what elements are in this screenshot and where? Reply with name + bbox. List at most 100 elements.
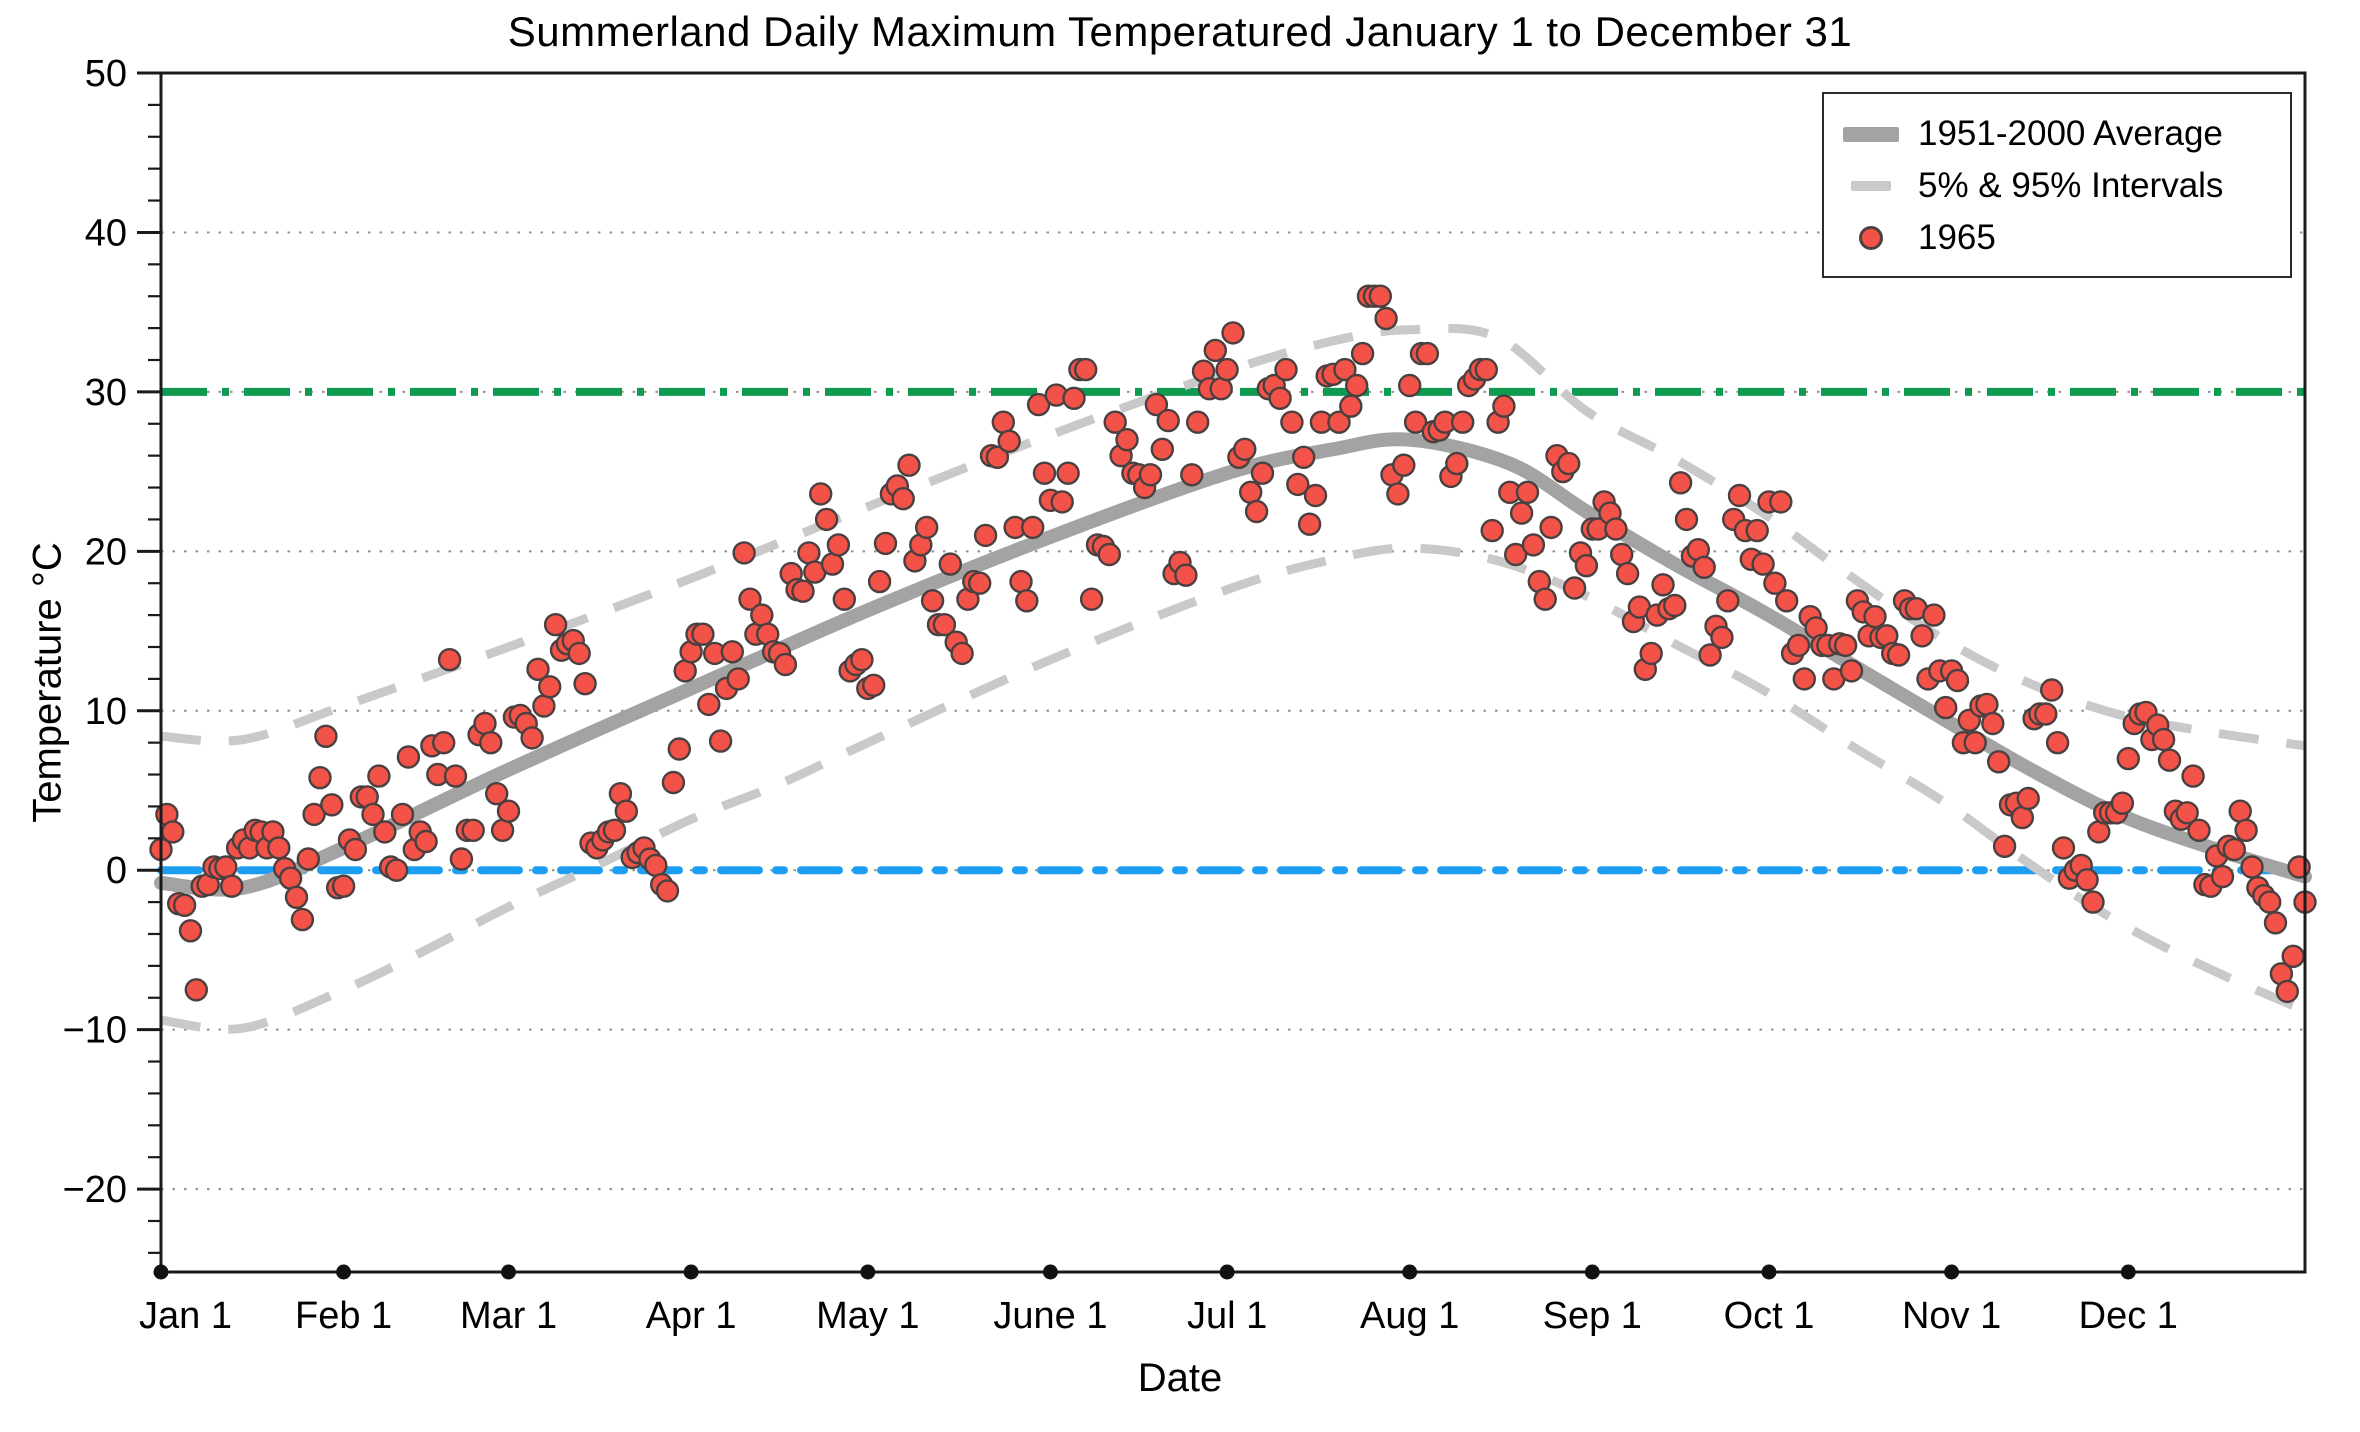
legend-label: 1965	[1918, 218, 1996, 257]
data-point-1965	[1833, 633, 1858, 658]
legend-label: 1951-2000 Average	[1918, 114, 2223, 153]
data-point-1965	[826, 533, 851, 557]
data-point-1965	[1397, 373, 1422, 398]
interval-upper-curve	[160, 323, 2306, 751]
data-point-1965	[1156, 408, 1180, 433]
data-point-1965	[897, 453, 921, 477]
data-point-1965	[2151, 727, 2176, 752]
data-point-1965	[1716, 589, 1740, 613]
data-point-1965	[461, 818, 485, 842]
data-point-1965	[1562, 576, 1587, 600]
data-point-1965	[2081, 890, 2105, 914]
data-point-1965	[2110, 791, 2135, 815]
data-point-1965	[867, 569, 892, 594]
data-point-1965	[1303, 483, 1328, 508]
data-point-1965	[1674, 507, 1699, 532]
data-point-1965	[219, 874, 244, 898]
data-point-1965	[1056, 461, 1080, 485]
data-point-1965	[1097, 542, 1122, 567]
data-point-1965	[673, 659, 697, 683]
data-point-1965	[1763, 571, 1787, 595]
data-point-1965	[172, 893, 197, 917]
data-point-1965	[1150, 437, 1175, 461]
data-point-1965	[862, 673, 886, 697]
data-point-1965	[2045, 731, 2070, 755]
x-tick-label: Mar 1	[460, 1295, 557, 1337]
data-point-1965	[1333, 357, 1357, 382]
x-tick-label: Feb 1	[295, 1295, 392, 1337]
data-point-1965	[2116, 746, 2141, 771]
data-point-1965	[308, 766, 332, 790]
data-point-1965	[732, 541, 756, 565]
data-point-1965	[1503, 542, 1528, 567]
data-point-1965	[1339, 394, 1363, 418]
data-point-1965	[538, 675, 562, 699]
interval-lower-curve	[160, 543, 2307, 1034]
data-point-1965	[1350, 341, 1375, 366]
data-point-1965	[661, 770, 686, 795]
data-point-1965	[1910, 624, 1934, 648]
x-tick-label: June 1	[993, 1295, 1107, 1337]
data-point-1965	[1651, 573, 1675, 597]
data-point-1965	[314, 724, 338, 748]
data-point-1965	[1009, 569, 1033, 594]
data-point-1965	[1615, 561, 1640, 586]
x-tick-dot	[1944, 1264, 1960, 1280]
data-point-1965	[1445, 451, 1469, 476]
data-point-1965	[2275, 979, 2300, 1004]
data-point-1965	[1769, 490, 1793, 514]
x-tick-dot	[1584, 1264, 1600, 1280]
x-tick-label: Oct 1	[1724, 1295, 1815, 1337]
data-point-1965	[2016, 786, 2040, 811]
data-point-1965	[1286, 472, 1310, 497]
data-point-1965	[1344, 373, 1369, 398]
data-point-1965	[1945, 668, 1970, 693]
data-point-1965	[2281, 944, 2305, 968]
data-point-1965	[932, 613, 957, 637]
data-point-1965	[1368, 284, 1393, 308]
data-point-1965	[985, 445, 1010, 469]
data-point-1965	[1692, 555, 1716, 579]
data-point-1965	[1963, 731, 1987, 755]
data-point-1965	[738, 587, 762, 611]
x-axis-label: Date	[1137, 1356, 1223, 1400]
y-tick-label: 20	[85, 531, 127, 573]
legend-item-average: 1951-2000 Average	[1840, 108, 2272, 160]
data-point-1965	[1274, 357, 1298, 382]
data-point-1965	[2175, 801, 2199, 825]
data-point-1965	[178, 919, 203, 943]
data-point-1965	[532, 694, 556, 718]
data-point-1965	[1062, 386, 1086, 410]
data-point-1965	[1026, 392, 1051, 417]
data-point-1965	[1020, 515, 1045, 540]
data-point-1965	[1539, 515, 1563, 540]
data-point-1965	[1073, 357, 1098, 382]
data-point-1965	[1922, 603, 1946, 627]
data-point-1965	[1185, 410, 1210, 434]
x-tick-dot	[1219, 1264, 1235, 1280]
data-point-1965	[814, 507, 839, 532]
legend-item-intervals: 5% & 95% Intervals	[1840, 160, 2272, 212]
data-point-1965	[1792, 667, 1817, 691]
data-point-1965	[797, 541, 821, 565]
data-point-1965	[2210, 864, 2235, 889]
data-point-1965	[1975, 692, 1999, 717]
data-point-1965	[331, 874, 356, 898]
data-point-1965	[891, 487, 915, 511]
data-point-1965	[1480, 518, 1504, 543]
x-tick-dot	[1761, 1264, 1777, 1280]
data-point-1965	[1509, 501, 1534, 525]
data-point-1965	[1574, 554, 1599, 578]
data-point-1965	[414, 829, 438, 854]
data-point-1965	[1415, 341, 1440, 366]
y-axis-label: Temperature °C	[25, 542, 70, 823]
data-point-1965	[1933, 695, 1958, 720]
data-point-1965	[1174, 563, 1198, 587]
data-point-1965	[1698, 643, 1722, 667]
data-point-1965	[1203, 338, 1228, 363]
data-point-1965	[2240, 855, 2264, 879]
x-tick-dot	[501, 1264, 517, 1280]
data-point-1965	[691, 622, 715, 646]
data-point-1965	[278, 866, 303, 890]
